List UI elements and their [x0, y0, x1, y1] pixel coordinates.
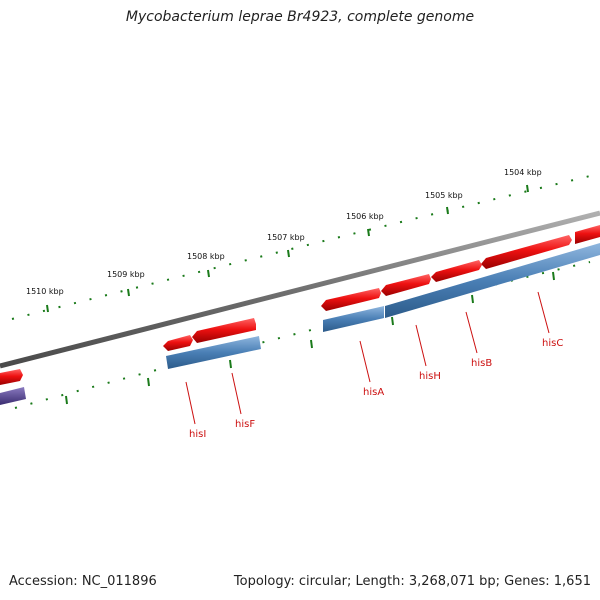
purple-feature-left[interactable]	[0, 387, 26, 405]
gene-label-hisB: hisB	[471, 358, 492, 369]
gene-label-hisC: hisC	[542, 338, 563, 349]
gene-arrow-hisH[interactable]	[431, 260, 482, 282]
outer-tick-scale	[11, 175, 591, 320]
forward-genes	[0, 225, 600, 385]
gene-label-hisI: hisI	[189, 429, 206, 440]
cds-block-his-operon[interactable]	[385, 243, 600, 318]
gene-arrow-hisC[interactable]	[575, 225, 600, 244]
gene-label-hisA: hisA	[363, 387, 384, 398]
gene-arrow-hisI[interactable]	[163, 335, 193, 351]
genome-summary-text: Topology: circular; Length: 3,268,071 bp…	[233, 574, 591, 589]
tick-label-1507: 1507 kbp	[267, 233, 305, 242]
gene-arrow-hisF[interactable]	[192, 318, 256, 343]
cds-blocks	[0, 243, 600, 405]
accession-text: Accession: NC_011896	[9, 574, 157, 589]
genome-backbone	[0, 210, 600, 369]
gene-arrow-hisA-2[interactable]	[321, 288, 381, 311]
map-title: Mycobacterium leprae Br4923, complete ge…	[125, 9, 475, 25]
gene-arrow-hisA-1[interactable]	[381, 274, 431, 296]
cds-block-hisA[interactable]	[323, 306, 384, 332]
inner-major-ticks	[65, 271, 555, 405]
gene-arrow-left-edge[interactable]	[0, 369, 23, 385]
tick-label-1505: 1505 kbp	[425, 191, 463, 200]
tick-label-1508: 1508 kbp	[187, 252, 225, 261]
gene-label-leaders	[185, 291, 550, 425]
cds-block-hisF-hisI[interactable]	[166, 336, 261, 369]
tick-label-1506: 1506 kbp	[346, 212, 384, 221]
tick-label-1510: 1510 kbp	[26, 287, 64, 296]
tick-label-1509: 1509 kbp	[107, 270, 145, 279]
outer-major-ticks	[46, 184, 529, 313]
tick-label-1504: 1504 kbp	[504, 168, 542, 177]
inner-tick-scale	[14, 261, 591, 409]
gene-label-hisF: hisF	[235, 419, 255, 430]
gene-arrow-hisB[interactable]	[481, 235, 572, 269]
gene-label-hisH: hisH	[419, 371, 441, 382]
